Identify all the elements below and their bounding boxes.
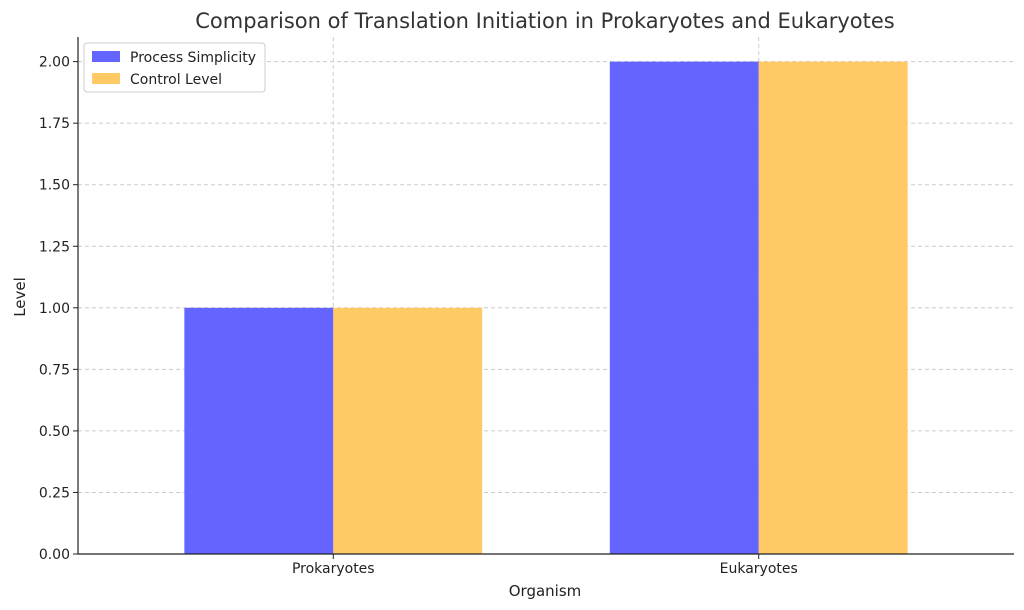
y-tick-labels: 0.00 0.25 0.50 0.75 1.00 1.25 1.50 1.75 2.00 (39, 55, 78, 563)
bar-process-simplicity-eukaryotes (609, 61, 759, 554)
x-tick-labels: Prokaryotes Eukaryotes (292, 554, 798, 577)
bar-control-level-eukaryotes (758, 61, 908, 554)
y-tick-label: 0.50 (39, 424, 70, 440)
chart-title: Comparison of Translation Initiation in … (195, 9, 895, 33)
y-tick-label: 2.00 (39, 55, 70, 71)
legend-label: Control Level (130, 72, 222, 88)
legend-box (83, 42, 266, 93)
y-tick-label: 1.50 (39, 178, 70, 194)
legend: Process Simplicity Control Level (83, 42, 266, 93)
y-tick-label: 0.00 (39, 547, 70, 563)
bar-process-simplicity-prokaryotes (184, 307, 334, 554)
y-axis-label: Level (11, 277, 29, 317)
y-tick-label: 0.75 (39, 362, 70, 378)
y-tick-label: 1.75 (39, 116, 70, 132)
y-tick-label: 1.25 (39, 239, 70, 255)
legend-label: Process Simplicity (130, 50, 256, 66)
bars (184, 61, 908, 554)
x-axis-label: Organism (509, 582, 582, 600)
y-tick-label: 1.00 (39, 301, 70, 317)
legend-swatch (92, 51, 120, 62)
x-tick-label: Eukaryotes (720, 561, 798, 577)
legend-swatch (92, 73, 120, 84)
x-tick-label: Prokaryotes (292, 561, 375, 577)
bar-control-level-prokaryotes (333, 307, 483, 554)
y-tick-label: 0.25 (39, 485, 70, 501)
